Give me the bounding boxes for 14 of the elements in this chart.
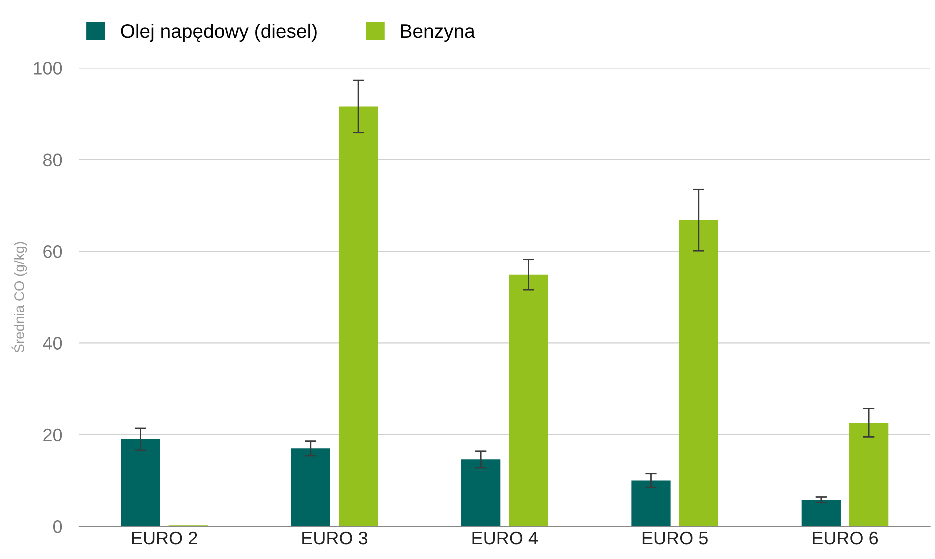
legend-label: Benzyna <box>401 24 476 42</box>
y-tick-label: 40 <box>43 337 62 350</box>
legend-label: Olej napędowy (diesel) <box>121 24 317 42</box>
y-axis-title: Średnia CO (g/kg) <box>12 242 28 353</box>
x-tick-label: EURO 5 <box>642 532 708 545</box>
x-tick-label: EURO 6 <box>813 532 878 545</box>
y-tick-label: 60 <box>44 245 62 258</box>
y-tick-label: 0 <box>53 520 62 534</box>
y-tick-label: 80 <box>44 154 62 167</box>
x-tick-label: EURO 2 <box>132 532 198 545</box>
x-tick-label: EURO 3 <box>302 532 368 545</box>
y-tick-label: 100 <box>34 62 62 75</box>
x-tick-label: EURO 4 <box>472 532 538 545</box>
y-tick-label: 20 <box>44 428 62 442</box>
